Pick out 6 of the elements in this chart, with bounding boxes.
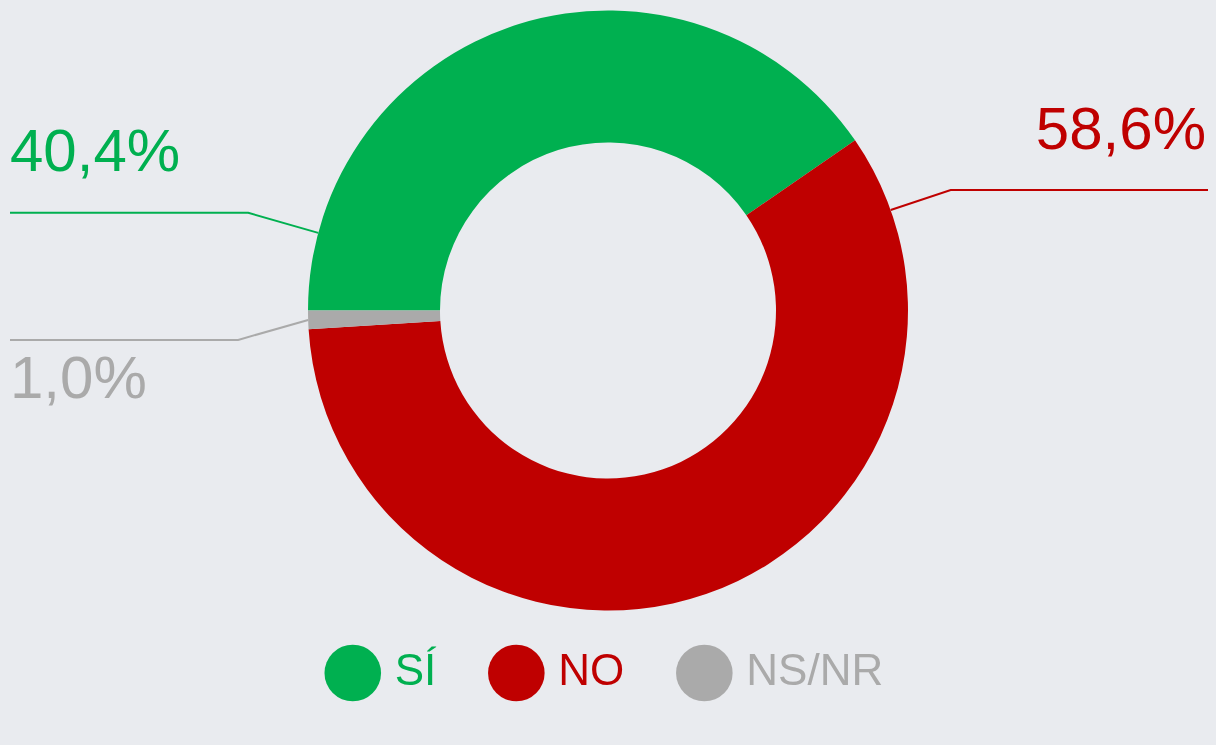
- legend-label: NO: [558, 645, 625, 695]
- data-label: 58,6%: [1035, 94, 1206, 162]
- data-label: 1,0%: [10, 344, 147, 412]
- legend-label: NS/NR: [746, 645, 884, 695]
- legend-label: SÍ: [394, 645, 438, 695]
- data-label: 40,4%: [10, 117, 181, 185]
